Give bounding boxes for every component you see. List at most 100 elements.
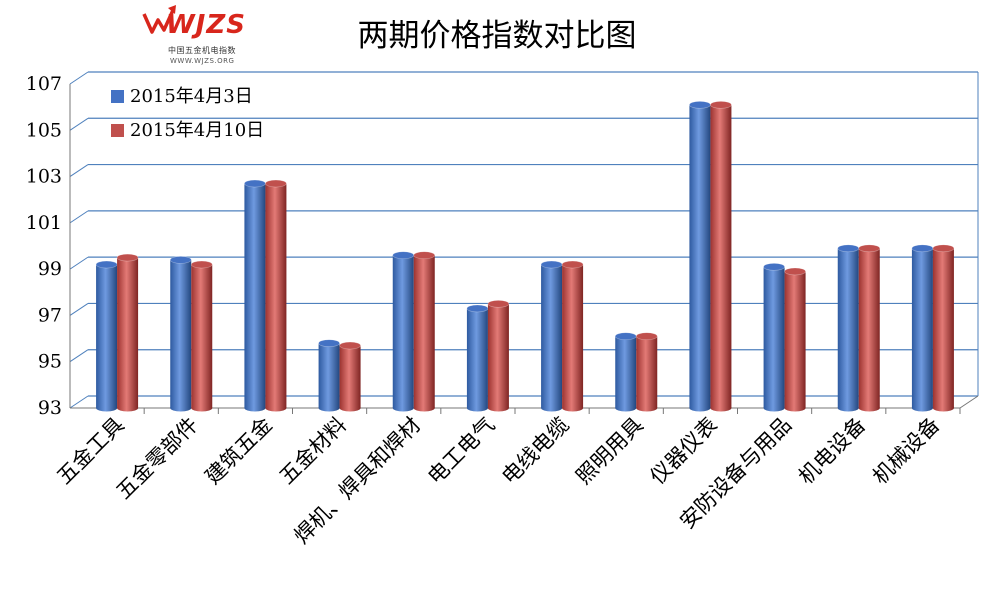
bar-apr3 [170, 259, 192, 408]
bar-base [837, 404, 859, 412]
chart-title: 两期价格指数对比图 [357, 18, 637, 54]
bar-base [265, 404, 287, 412]
bar-cap [635, 332, 658, 341]
bar-cap [763, 263, 785, 271]
gridline-diag [69, 210, 89, 224]
bar-base [858, 404, 880, 412]
bar-cap [614, 332, 637, 341]
bar-cap [932, 244, 955, 253]
bar-cap [339, 341, 361, 350]
x-tick-label: 仪器仪表 [646, 413, 722, 489]
bar-base [763, 404, 785, 412]
logo-text: WJZS [166, 10, 246, 40]
legend-label: 2015年4月10日 [130, 120, 264, 141]
bar-cap [413, 251, 436, 260]
legend-swatch [111, 90, 124, 103]
bar-apr10 [265, 183, 287, 408]
bar-apr3 [318, 343, 340, 408]
legend-label: 2015年4月3日 [130, 86, 253, 107]
gridline-diag [69, 117, 89, 131]
bar-apr10 [562, 264, 584, 408]
bar-apr10 [413, 255, 435, 408]
bar-base [117, 404, 139, 412]
y-tick-label: 105 [26, 119, 62, 141]
bar-apr10 [784, 271, 806, 408]
logo: WJZS 中国五金机电指数 WWW.WJZS.ORG [140, 2, 270, 70]
y-tick-label: 97 [38, 304, 62, 326]
bar-apr10 [117, 257, 139, 408]
bar-base [96, 404, 118, 412]
bar-base [170, 404, 192, 412]
bar-apr3 [615, 336, 637, 408]
bar-cap [190, 260, 213, 269]
bar-base [562, 404, 584, 412]
bar-base [689, 404, 711, 412]
bar-apr10 [339, 345, 361, 408]
bar-apr3 [392, 255, 414, 408]
bar-base [636, 404, 658, 412]
bar-apr10 [858, 248, 880, 408]
bar-base [710, 404, 732, 412]
bar-apr3 [911, 248, 933, 408]
bar-cap [392, 251, 415, 260]
bar-apr10 [487, 303, 509, 408]
x-tick-label: 建筑五金 [201, 413, 277, 489]
logo-url: WWW.WJZS.ORG [170, 57, 235, 65]
x-tick-label: 照明用具 [571, 413, 647, 489]
bar-cap [540, 260, 563, 269]
gridline-diag [69, 303, 89, 316]
bar-base [615, 404, 637, 412]
legend-swatch [111, 124, 124, 137]
bar-apr10 [932, 248, 954, 408]
bar-base [318, 404, 340, 412]
bar-base [413, 404, 435, 412]
y-tick-label: 107 [26, 73, 62, 95]
y-tick-label: 95 [38, 351, 62, 373]
bar-cap [265, 179, 287, 188]
bar-base [541, 404, 563, 412]
bar-apr3 [837, 248, 859, 408]
bar-apr10 [636, 336, 658, 408]
bar-cap [689, 101, 711, 109]
floor-edge [959, 395, 979, 409]
bar-base [784, 404, 806, 412]
bar-base [244, 404, 266, 412]
bar-cap [318, 339, 340, 348]
bar-cap [466, 304, 489, 313]
bar-apr3 [541, 264, 563, 408]
bar-cap [487, 300, 510, 308]
gridline-diag [69, 349, 89, 363]
bar-apr3 [244, 183, 266, 408]
gridline-diag [69, 256, 89, 270]
x-tick-label: 五金材料 [275, 413, 351, 489]
bar-base [339, 404, 361, 412]
x-tick-label: 焊机、焊具和焊材 [290, 413, 426, 549]
bar-base [191, 404, 213, 412]
y-tick-label: 101 [26, 212, 62, 234]
gridline-diag [69, 71, 89, 85]
bar-cap [858, 244, 881, 253]
bar-cap [911, 244, 934, 253]
x-tick-label: 五金工具 [52, 413, 128, 489]
logo-cn: 中国五金机电指数 [168, 46, 236, 55]
bar-base [466, 404, 488, 412]
bar-cap [837, 244, 860, 253]
x-tick-label: 机械设备 [868, 413, 944, 489]
bar-apr10 [191, 264, 213, 408]
logo-arrow-icon [142, 5, 176, 34]
bar-apr3 [96, 264, 118, 408]
y-tick-label: 93 [38, 397, 62, 419]
bar-cap [784, 267, 806, 276]
bar-cap [169, 256, 192, 264]
bar-apr10 [710, 104, 732, 408]
x-tick-label: 机电设备 [794, 413, 870, 489]
bar-cap [244, 179, 266, 188]
bar-cap [561, 260, 584, 269]
y-tick-label: 99 [38, 258, 62, 280]
bar-base [392, 404, 414, 412]
bar-apr3 [763, 266, 785, 408]
bar-cap [95, 260, 118, 269]
x-tick-label: 电工电气 [423, 413, 499, 489]
bar-cap [116, 253, 139, 262]
